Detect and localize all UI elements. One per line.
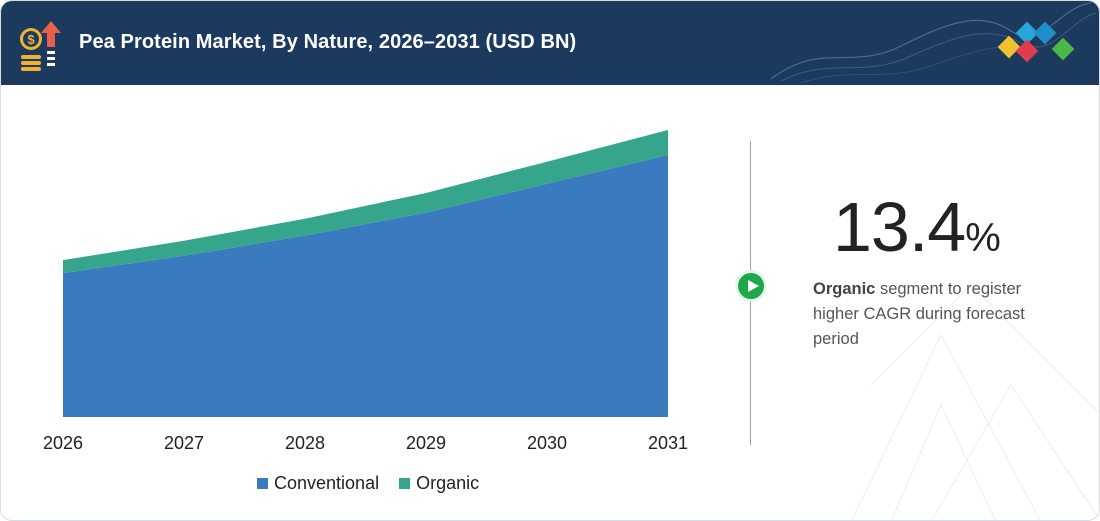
legend-label-organic: Organic [416,473,480,493]
legend-swatch-organic [399,478,411,489]
market-growth-icon: $ [20,21,61,71]
svg-text:$: $ [27,32,35,47]
cagr-unit: % [965,216,1001,260]
chart-legend: Conventional Organic [257,473,479,494]
brand-logo-icon [997,21,1075,63]
highlight-segment: Organic [813,280,876,298]
cagr-stat: 13.4% [833,187,1001,267]
highlight-description: Organic segment to register higher CAGR … [813,277,1053,352]
legend-item-organic[interactable]: Organic [399,473,479,494]
x-tick-label: 2030 [527,433,567,453]
header-bar: $ Pea Protein Market, By Nature, 2026–20… [1,1,1099,85]
area-conventional[interactable] [63,155,668,417]
x-tick-label: 2029 [406,433,446,453]
play-arrow-icon [735,270,767,302]
x-tick-label: 2028 [285,433,325,453]
brand-logo-decoration [770,2,1097,84]
stacked-area-chart: 2026 2027 2028 2029 2030 2031 [43,130,688,453]
cagr-value: 13.4 [833,188,966,266]
x-tick-label: 2026 [43,433,83,453]
x-tick-label: 2027 [164,433,204,453]
legend-label-conventional: Conventional [274,473,380,493]
area-organic[interactable] [63,130,668,274]
highlight-text: segment to register higher CAGR during f… [813,280,1025,348]
chart-title: Pea Protein Market, By Nature, 2026–2031… [79,31,577,53]
x-tick-label: 2031 [648,433,688,453]
background-chevron-decoration [851,284,1099,520]
legend-swatch-conventional [257,478,268,489]
legend-item-conventional[interactable]: Conventional [257,473,379,494]
